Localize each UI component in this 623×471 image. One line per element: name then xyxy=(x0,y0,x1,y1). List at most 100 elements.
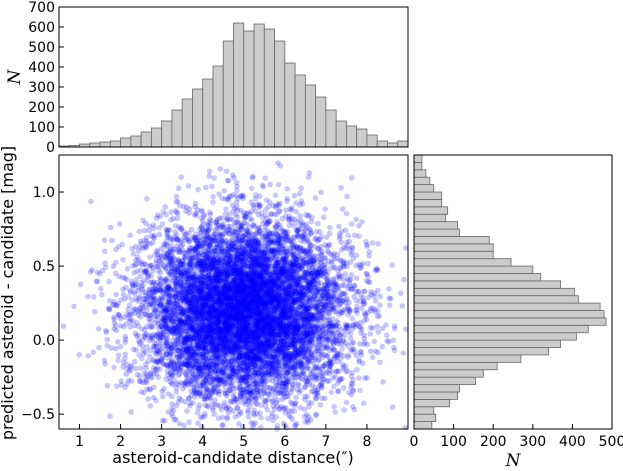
scatter-point xyxy=(260,290,267,296)
scatter-point xyxy=(189,288,195,295)
scatter-point xyxy=(277,366,283,373)
scatter-point xyxy=(255,294,261,301)
scatter-point xyxy=(240,331,247,337)
scatter-point xyxy=(222,303,228,310)
scatter-point xyxy=(252,331,258,337)
scatter-point xyxy=(371,338,378,345)
scatter-point xyxy=(168,393,175,400)
scatter-point xyxy=(185,304,192,310)
scatter-point xyxy=(277,371,284,378)
scatter-point xyxy=(214,276,221,283)
scatter-point xyxy=(250,264,257,271)
scatter-point xyxy=(243,378,249,385)
scatter-point xyxy=(199,309,206,315)
scatter-point xyxy=(247,257,253,263)
scatter-point xyxy=(327,306,333,312)
scatter-point xyxy=(159,323,165,330)
scatter-point xyxy=(210,263,216,270)
scatter-point xyxy=(90,349,97,355)
scatter-point xyxy=(281,390,287,397)
scatter-point xyxy=(206,310,212,317)
scatter-point xyxy=(181,422,187,429)
scatter-point xyxy=(268,353,275,360)
scatter-point xyxy=(258,315,265,322)
scatter-point xyxy=(218,241,224,248)
scatter-point xyxy=(305,310,311,317)
scatter-point xyxy=(178,363,184,370)
scatter-point xyxy=(223,316,229,323)
scatter-point xyxy=(298,313,305,320)
scatter-point xyxy=(195,296,201,302)
scatter-point xyxy=(266,351,272,357)
scatter-point xyxy=(193,331,200,337)
scatter-point xyxy=(246,297,252,303)
scatter-point xyxy=(180,307,187,314)
scatter-point xyxy=(279,215,286,222)
scatter-point xyxy=(213,346,220,353)
scatter-point xyxy=(126,302,133,309)
scatter-point xyxy=(142,296,148,302)
scatter-point xyxy=(303,315,310,322)
scatter-point xyxy=(277,276,284,282)
scatter-point xyxy=(204,291,210,297)
scatter-point xyxy=(160,325,166,332)
scatter-point xyxy=(389,262,395,268)
scatter-point xyxy=(328,300,335,306)
scatter-point xyxy=(184,366,191,373)
scatter-point xyxy=(254,301,260,308)
top-histogram-bar xyxy=(325,109,337,148)
scatter-point xyxy=(296,273,302,280)
scatter-point xyxy=(304,321,311,328)
scatter-point xyxy=(98,291,105,298)
scatter-point xyxy=(296,311,303,318)
scatter-point xyxy=(284,185,291,192)
scatter-point xyxy=(265,272,272,279)
scatter-point xyxy=(248,254,254,260)
scatter-point xyxy=(290,262,296,268)
scatter-point xyxy=(282,345,289,352)
scatter-point xyxy=(238,410,244,416)
scatter-point xyxy=(218,249,225,255)
scatter-point xyxy=(281,306,288,313)
scatter-point xyxy=(257,316,264,323)
scatter-point xyxy=(285,341,291,348)
scatter-point xyxy=(334,353,341,359)
scatter-point xyxy=(228,329,235,336)
scatter-point xyxy=(286,286,293,293)
scatter-point xyxy=(233,193,239,199)
scatter-point xyxy=(291,350,298,356)
scatter-point xyxy=(200,367,206,374)
scatter-point xyxy=(212,287,218,294)
scatter-point xyxy=(161,417,168,424)
scatter-point xyxy=(148,279,154,286)
scatter-point xyxy=(185,317,191,323)
scatter-point xyxy=(217,377,224,384)
scatter-point xyxy=(246,371,252,377)
scatter-point xyxy=(212,351,219,357)
scatter-point xyxy=(224,273,230,279)
scatter-point xyxy=(309,312,316,318)
scatter-point xyxy=(220,337,226,344)
scatter-point xyxy=(218,326,224,332)
scatter-point xyxy=(134,319,140,326)
scatter-point xyxy=(206,173,213,179)
scatter-point xyxy=(300,297,306,303)
scatter-point xyxy=(207,294,214,300)
scatter-point xyxy=(281,311,287,317)
scatter-point xyxy=(130,346,137,353)
scatter-point xyxy=(218,340,224,346)
scatter-point xyxy=(196,288,202,295)
scatter-point xyxy=(223,309,229,316)
scatter-point xyxy=(242,255,249,261)
scatter-point xyxy=(295,262,302,269)
scatter-point xyxy=(242,303,249,310)
scatter-point xyxy=(277,299,284,305)
scatter-point xyxy=(263,301,270,308)
scatter-point xyxy=(332,409,338,415)
scatter-point xyxy=(285,228,291,235)
scatter-point xyxy=(300,369,306,376)
scatter-point xyxy=(253,293,259,300)
scatter-point xyxy=(181,293,188,300)
scatter-point xyxy=(180,361,187,368)
